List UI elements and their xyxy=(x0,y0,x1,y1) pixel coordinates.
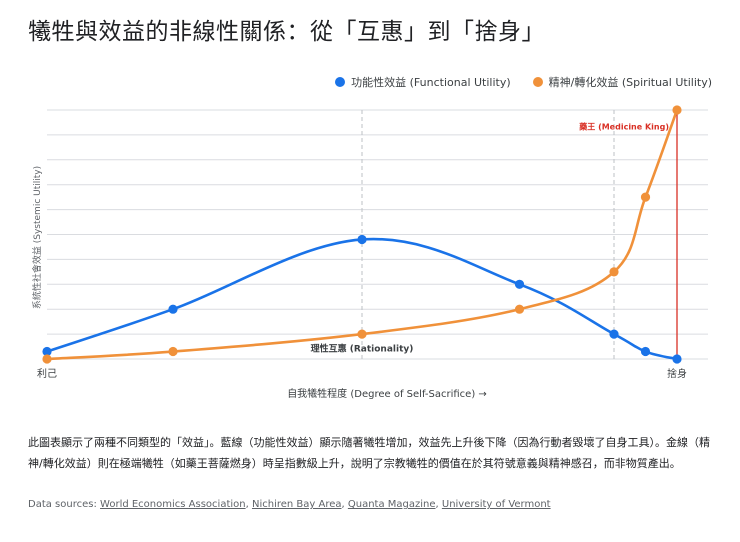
annotation-medicine-king: 藥王 (Medicine King) xyxy=(578,121,669,131)
sources-prefix: Data sources: xyxy=(28,499,101,510)
legend-functional[interactable]: 功能性效益 (Functional Utility) xyxy=(335,74,511,90)
data-point-functional[interactable] xyxy=(168,304,178,314)
chart-caption: 此圖表顯示了兩種不同類型的「效益」。藍線（功能性效益）顯示隨著犧牲增加，效益先上… xyxy=(28,436,710,470)
data-point-spiritual[interactable] xyxy=(42,354,52,364)
data-point-functional[interactable] xyxy=(42,346,52,357)
legend-functional-marker-icon xyxy=(335,77,346,87)
chart-title: 犧牲與效益的非線性關係：從「互惠」到「捨身」 xyxy=(28,19,545,45)
x-axis-title: 自我犧牲程度 (Degree of Self-Sacrifice) → xyxy=(287,387,487,400)
source-link[interactable]: University of Vermont xyxy=(441,499,551,510)
data-sources: Data sources: World Economics Associatio… xyxy=(28,499,551,510)
chart-legend: 功能性效益 (Functional Utility) 精神/轉化效益 (Spir… xyxy=(335,74,712,90)
data-point-functional[interactable] xyxy=(672,354,682,364)
legend-spiritual[interactable]: 精神/轉化效益 (Spiritual Utility) xyxy=(532,74,712,90)
data-point-functional[interactable] xyxy=(357,234,367,245)
data-point-functional[interactable] xyxy=(640,346,651,357)
legend-spiritual-marker-icon xyxy=(532,77,543,87)
data-point-spiritual[interactable] xyxy=(168,346,178,357)
y-axis-title: 系統性社會效益 (Systemic Utility) xyxy=(31,166,43,309)
data-point-spiritual[interactable] xyxy=(357,329,367,339)
legend-functional-label: 功能性效益 (Functional Utility) xyxy=(351,76,511,89)
x-tick-label: 捨身 xyxy=(667,367,687,380)
data-point-spiritual[interactable] xyxy=(609,267,619,277)
source-link[interactable]: Quanta Magazine xyxy=(347,499,436,510)
data-point-spiritual[interactable] xyxy=(640,192,651,202)
source-link[interactable]: World Economics Association xyxy=(100,499,246,510)
data-point-spiritual[interactable] xyxy=(514,304,525,314)
annotation-rationality: 理性互惠 (Rationality) xyxy=(311,343,414,355)
data-point-functional[interactable] xyxy=(609,329,619,339)
legend-spiritual-label: 精神/轉化效益 (Spiritual Utility) xyxy=(548,76,712,89)
chart-plot: 理性互惠 (Rationality) 藥王 (Medicine King) 利己 捨身… xyxy=(31,105,708,400)
source-link[interactable]: Nichiren Bay Area xyxy=(251,499,342,510)
x-tick-label: 利己 xyxy=(37,368,57,380)
data-point-spiritual[interactable] xyxy=(672,105,682,115)
data-point-functional[interactable] xyxy=(514,279,525,289)
